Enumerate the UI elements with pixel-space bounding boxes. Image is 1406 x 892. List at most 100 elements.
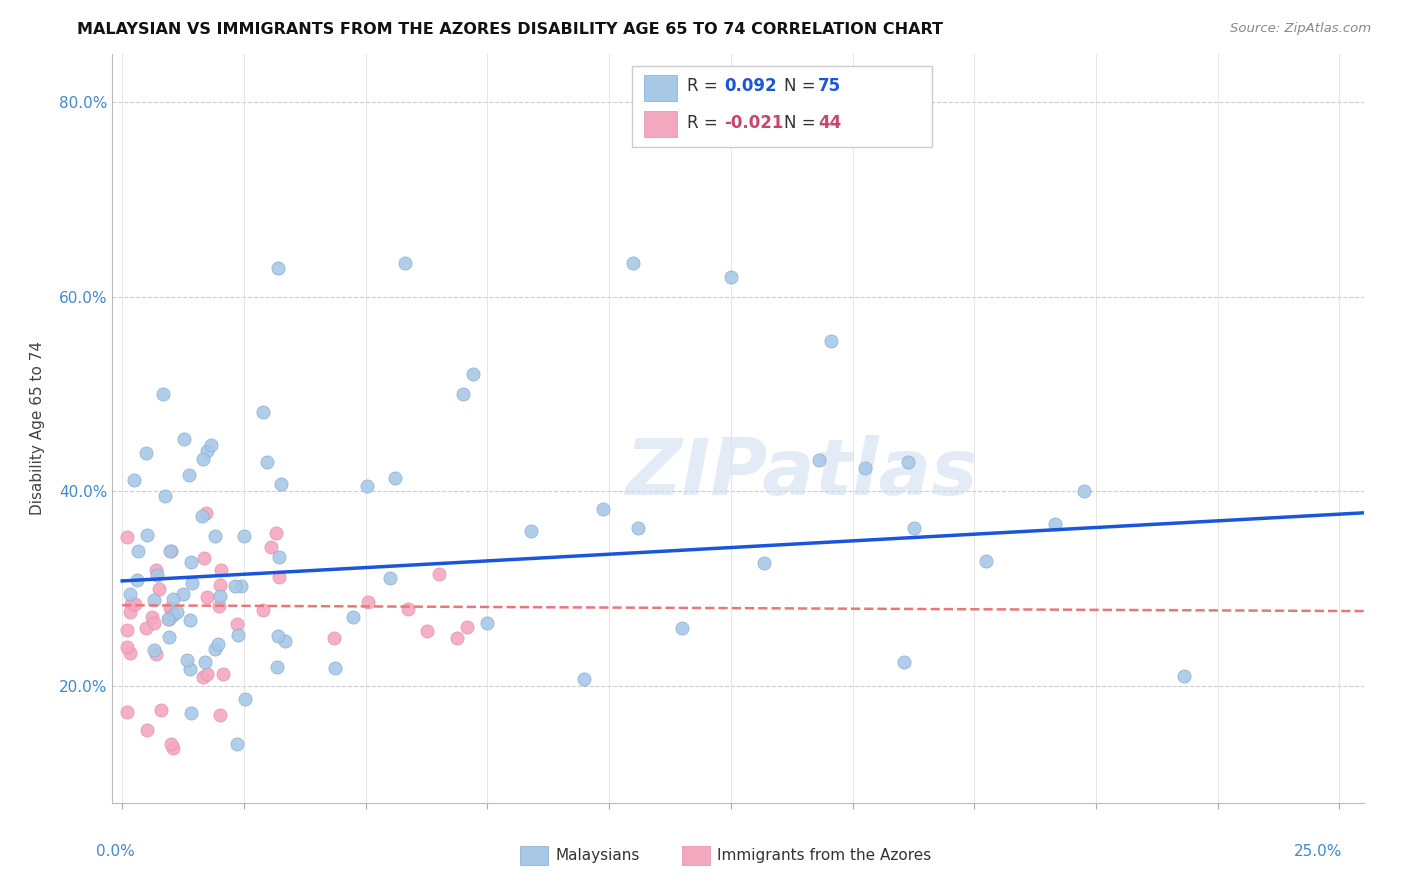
Point	[127, 573, 149, 587]
Point	[157, 630, 180, 644]
Point	[592, 501, 614, 516]
Point	[143, 615, 166, 630]
Point	[572, 673, 595, 687]
Point	[264, 526, 287, 541]
Point	[173, 432, 195, 446]
Point	[427, 567, 450, 582]
Point	[148, 582, 170, 596]
Point	[232, 529, 254, 543]
Point	[252, 405, 274, 419]
Point	[1073, 484, 1095, 499]
Text: MALAYSIAN VS IMMIGRANTS FROM THE AZORES DISABILITY AGE 65 TO 74 CORRELATION CHAR: MALAYSIAN VS IMMIGRANTS FROM THE AZORES …	[77, 22, 943, 37]
Point	[322, 631, 344, 645]
Point	[179, 613, 201, 627]
Point	[323, 661, 346, 675]
Text: Immigrants from the Azores: Immigrants from the Azores	[717, 848, 931, 863]
Point	[135, 528, 157, 542]
Point	[160, 738, 183, 752]
Point	[1173, 669, 1195, 683]
Point	[1045, 517, 1067, 532]
Point	[162, 608, 184, 623]
Point	[477, 616, 499, 631]
Point	[252, 603, 274, 617]
Point	[127, 543, 149, 558]
Text: R =: R =	[688, 77, 723, 95]
Point	[224, 579, 246, 593]
Text: N =: N =	[785, 77, 821, 95]
Point	[176, 653, 198, 667]
Point	[384, 471, 406, 485]
Point	[117, 530, 139, 544]
FancyBboxPatch shape	[631, 66, 932, 147]
Point	[142, 593, 165, 607]
Point	[193, 670, 215, 684]
Point	[226, 627, 249, 641]
Point	[446, 631, 468, 645]
Point	[193, 551, 215, 566]
Point	[146, 568, 169, 582]
Point	[357, 595, 380, 609]
Point	[195, 667, 218, 681]
Text: 25.0%: 25.0%	[1295, 845, 1343, 859]
Point	[160, 603, 183, 617]
Point	[181, 576, 204, 591]
Point	[274, 633, 297, 648]
Text: R =: R =	[688, 114, 723, 132]
Text: Source: ZipAtlas.com: Source: ZipAtlas.com	[1230, 22, 1371, 36]
Point	[135, 446, 157, 460]
Point	[157, 611, 180, 625]
Point	[356, 479, 378, 493]
Text: 44: 44	[818, 114, 841, 132]
Point	[267, 629, 290, 643]
Point	[195, 590, 218, 604]
Point	[897, 455, 920, 469]
Text: 75: 75	[818, 77, 841, 95]
Point	[212, 667, 235, 681]
Point	[394, 256, 416, 270]
Point	[194, 655, 217, 669]
Text: -0.021: -0.021	[724, 114, 783, 132]
Point	[207, 637, 229, 651]
Point	[115, 623, 138, 637]
Point	[122, 474, 145, 488]
Point	[118, 587, 141, 601]
FancyBboxPatch shape	[644, 112, 676, 136]
Point	[225, 616, 247, 631]
Y-axis label: Disability Age 65 to 74: Disability Age 65 to 74	[31, 341, 45, 516]
Point	[342, 610, 364, 624]
Text: N =: N =	[785, 114, 821, 132]
Point	[135, 621, 157, 635]
Text: 0.092: 0.092	[724, 77, 778, 95]
Point	[627, 521, 650, 535]
Point	[204, 642, 226, 657]
Text: 0.0%: 0.0%	[96, 845, 135, 859]
Point	[231, 579, 253, 593]
Point	[456, 620, 478, 634]
Point	[162, 591, 184, 606]
Point	[191, 508, 214, 523]
Point	[120, 646, 142, 660]
Point	[124, 597, 146, 611]
Point	[153, 489, 176, 503]
Point	[853, 461, 876, 475]
Point	[195, 443, 218, 458]
Point	[159, 544, 181, 558]
Point	[269, 570, 291, 584]
Point	[204, 528, 226, 542]
Point	[145, 563, 167, 577]
Point	[623, 256, 645, 270]
Point	[142, 642, 165, 657]
Point	[256, 455, 278, 469]
Point	[893, 655, 915, 669]
Point	[194, 506, 217, 520]
Point	[451, 387, 474, 401]
Point	[207, 599, 229, 614]
Point	[270, 476, 292, 491]
Point	[166, 605, 188, 619]
Point	[209, 563, 232, 577]
Point	[156, 612, 179, 626]
Point	[378, 571, 401, 585]
Point	[519, 524, 541, 538]
Point	[180, 706, 202, 720]
Point	[135, 723, 157, 737]
